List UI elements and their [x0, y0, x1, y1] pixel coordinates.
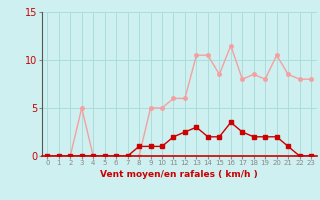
X-axis label: Vent moyen/en rafales ( km/h ): Vent moyen/en rafales ( km/h )	[100, 170, 258, 179]
